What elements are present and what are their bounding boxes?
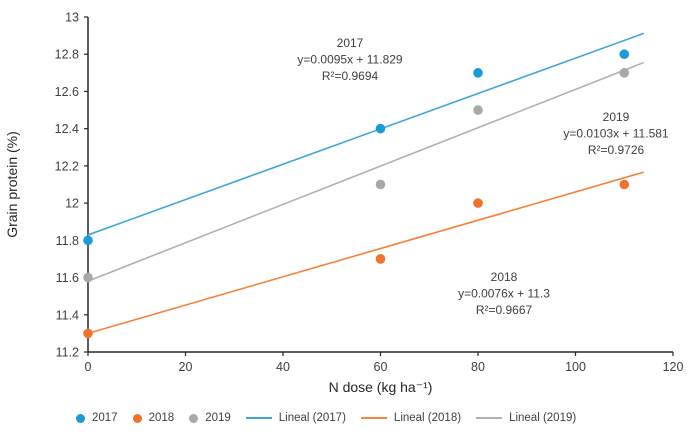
- legend-line-swatch: [476, 417, 503, 419]
- scatter-point-2018: [473, 198, 483, 208]
- trend-line-2018: [87, 171, 644, 335]
- trend-line-2019: [87, 61, 645, 282]
- scatter-point-2017: [619, 49, 630, 60]
- scatter-point-2017: [83, 235, 93, 246]
- x-tick-label: 100: [565, 360, 586, 374]
- y-tick-label: 11.6: [56, 271, 79, 285]
- x-tick-label: 20: [179, 360, 193, 374]
- x-tick-label: 80: [471, 360, 485, 374]
- legend-item-label: 2019: [205, 412, 231, 424]
- legend-line-swatch: [360, 417, 387, 419]
- legend-item-label: Lineal (2019): [509, 412, 577, 424]
- scatter-point-2019: [375, 179, 386, 190]
- scatter-point-2018: [83, 328, 93, 339]
- scatter-point-2019: [473, 105, 483, 115]
- annotation-2018-line-1: y=0.0076x + 11.3: [458, 287, 550, 301]
- scatter-point-2019: [619, 68, 630, 78]
- scatter-point-2018: [375, 254, 386, 264]
- y-tick-label: 11.2: [56, 346, 79, 360]
- legend-item-label: 2018: [148, 412, 175, 424]
- legend-marker-swatch: [76, 413, 85, 423]
- x-tick-label: 0: [85, 360, 92, 374]
- y-tick-label: 11.4: [56, 308, 79, 322]
- annotation-2017-line-0: 2017: [337, 36, 364, 50]
- legend-item-label: 2017: [92, 412, 118, 424]
- legend-item-label: Lineal (2018): [393, 412, 462, 424]
- x-tick-label: 40: [276, 360, 290, 374]
- annotation-2019-line-1: y=0.0103x + 11.581: [563, 127, 669, 141]
- legend-item-2018: 2018: [132, 412, 175, 424]
- x-tick-label: 60: [374, 360, 388, 374]
- legend-item-lineal-2018: Lineal (2018): [360, 412, 462, 424]
- legend-item-2019: 2019: [189, 412, 231, 424]
- annotation-2017-line-1: y=0.0095x + 11.829: [297, 53, 403, 67]
- annotation-2019-line-0: 2019: [603, 110, 630, 124]
- annotation-2018-line-0: 2018: [491, 270, 518, 284]
- scatter-point-2017: [473, 68, 483, 78]
- y-tick-label: 13: [65, 11, 79, 25]
- legend-marker-swatch: [132, 413, 142, 423]
- y-tick-label: 12.8: [55, 48, 79, 62]
- scatter-point-2019: [83, 272, 93, 283]
- y-tick-label: 12.6: [55, 85, 79, 99]
- y-axis-title: Grain protein (%): [4, 131, 20, 238]
- legend-line-swatch: [245, 417, 272, 419]
- chart-legend: 2017 2018 2019 Lineal (2017) Lineal (2018) Li…: [76, 412, 576, 424]
- y-tick-label: 12: [65, 197, 79, 211]
- legend-item-label: Lineal (2017): [278, 412, 346, 424]
- legend-item-lineal-2019: Lineal (2019): [476, 412, 576, 424]
- x-axis-title: N dose (kg ha⁻¹): [329, 379, 433, 395]
- scatter-point-2018: [619, 179, 630, 190]
- legend-item-lineal-2017: Lineal (2017): [245, 412, 346, 424]
- annotation-2017-line-2: R²=0.9694: [322, 69, 379, 83]
- legend-marker-swatch: [189, 413, 199, 423]
- annotation-2018-line-2: R²=0.9667: [476, 303, 533, 317]
- scatter-point-2017: [375, 123, 386, 134]
- annotation-2019-line-2: R²=0.9726: [588, 143, 645, 157]
- trend-line-2017: [87, 32, 645, 236]
- y-tick-label: 12.2: [55, 159, 79, 173]
- y-tick-label: 11.8: [56, 234, 79, 248]
- legend-item-2017: 2017: [76, 412, 118, 424]
- x-tick-label: 120: [663, 360, 684, 374]
- y-tick-label: 12.4: [55, 122, 79, 136]
